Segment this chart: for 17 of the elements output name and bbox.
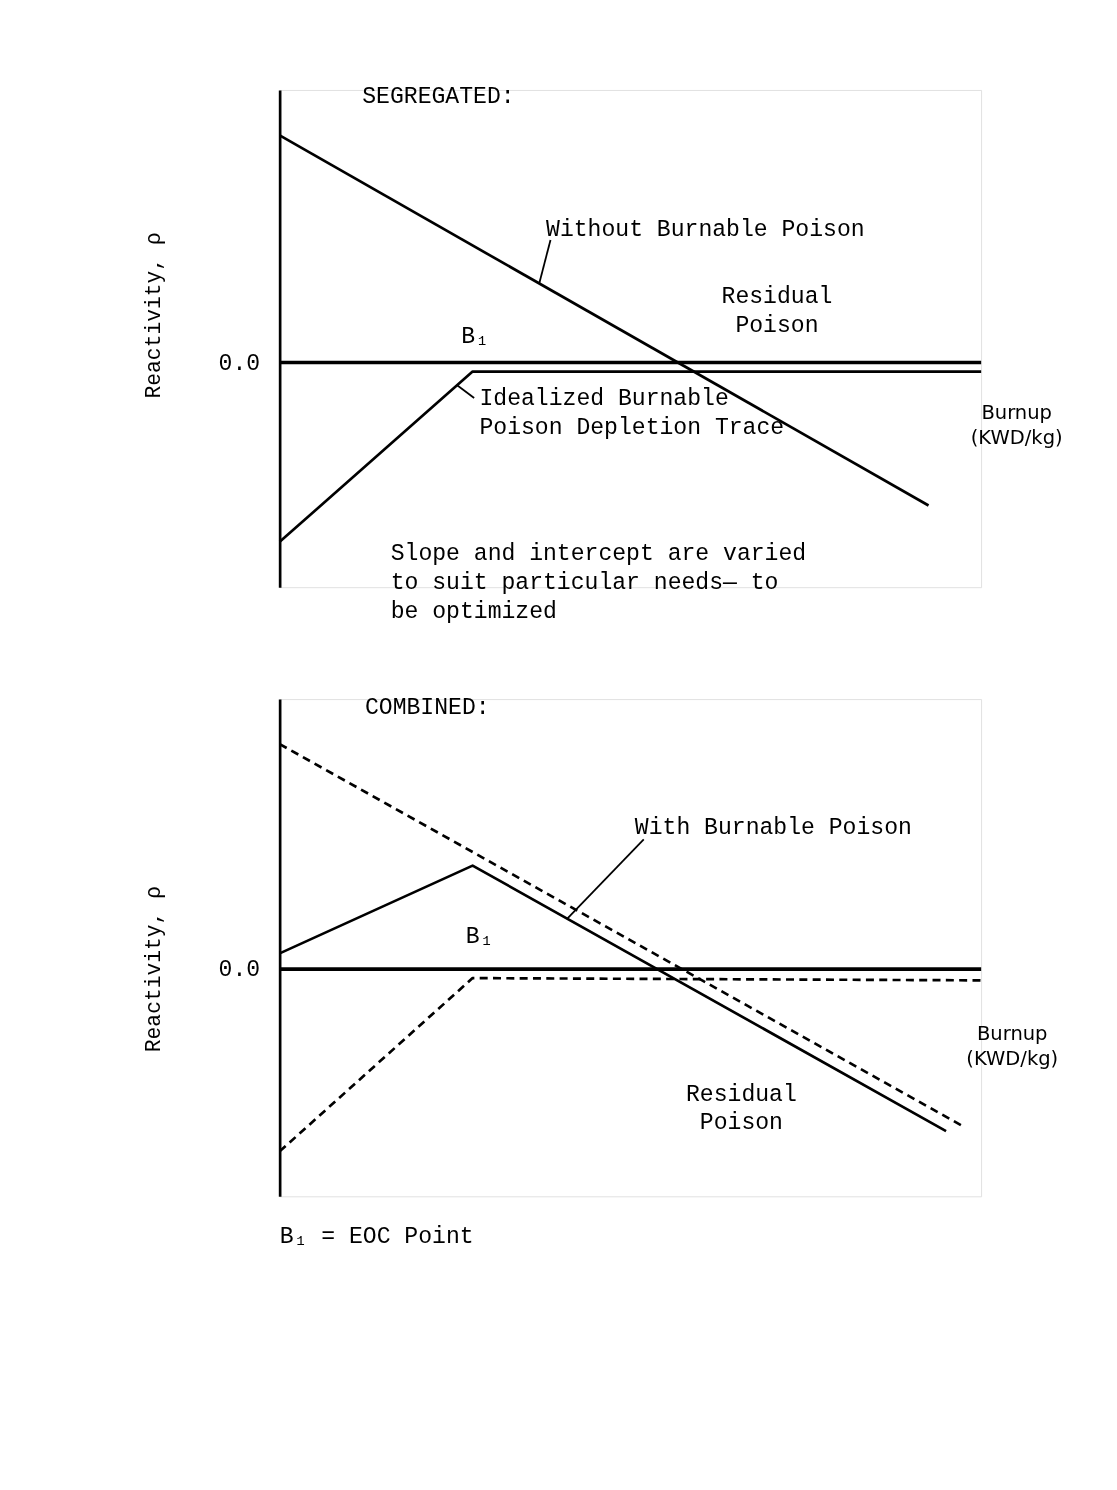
text: B₁ = EOC Point [279,1223,474,1250]
y-axis-title: Reactivity, ρ [141,232,166,399]
ref-line-label: 0.0 [218,350,261,377]
legend-label: Idealized Burnable Poison Depletion Trace [479,386,785,441]
annotation: B₁ [465,924,494,951]
annotation: Residual Poison [686,1081,797,1137]
chart-title: COMBINED: [364,695,490,722]
ref-line-label: 0.0 [218,957,261,984]
annotation: B₁ [461,323,489,350]
x-axis-title: Burnup (KWD/kg) [966,1022,1059,1070]
series-label: Without Burnable Poison [546,217,865,244]
x-axis-title: Burnup (KWD/kg) [970,401,1063,449]
text: With Burnable Poison [634,815,912,842]
annotation: Residual Poison [721,283,833,339]
chart-title: SEGREGATED: [362,84,515,111]
y-axis-title: Reactivity, ρ [141,886,166,1053]
annotation: Slope and intercept are varied to suit particular needs— to be optimized [390,541,807,626]
